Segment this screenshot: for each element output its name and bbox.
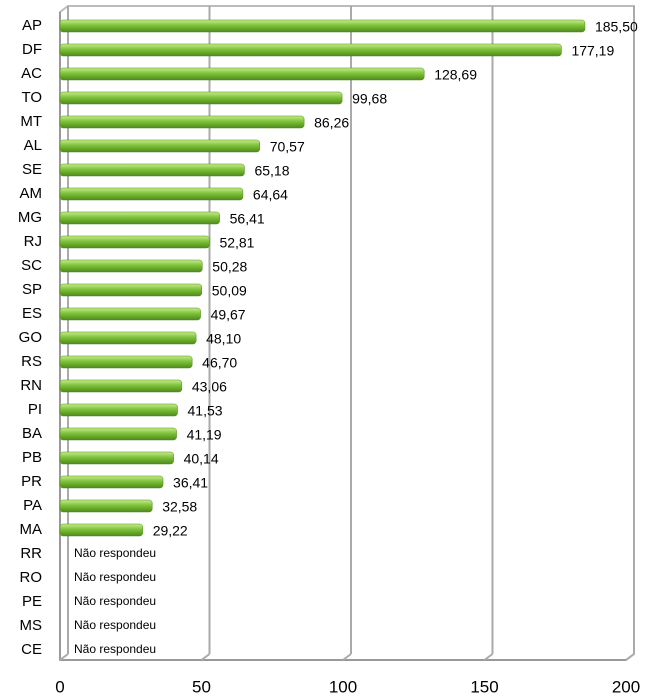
value-label: Não respondeu	[74, 546, 156, 560]
value-label: 50,28	[212, 259, 247, 275]
x-tick-label: 150	[470, 677, 498, 696]
value-label: 177,19	[571, 43, 614, 59]
bar	[59, 499, 153, 513]
bar	[59, 67, 425, 81]
value-label: Não respondeu	[74, 618, 156, 632]
bar	[59, 331, 197, 345]
bar	[59, 451, 174, 465]
y-tick-label: RS	[21, 353, 42, 370]
y-tick-label: TO	[21, 89, 42, 106]
bar	[59, 283, 203, 297]
value-label: 70,57	[270, 139, 305, 155]
value-label: 29,22	[153, 523, 188, 539]
x-tick-label: 200	[612, 677, 640, 696]
x-tick-label: 50	[192, 677, 211, 696]
y-tick-label: AP	[22, 17, 42, 34]
value-label: 64,64	[253, 187, 288, 203]
bar	[59, 91, 343, 105]
value-label: 41,19	[187, 427, 222, 443]
bar	[59, 163, 245, 177]
bar	[59, 307, 201, 321]
bar	[59, 211, 220, 225]
value-label: 46,70	[202, 355, 237, 371]
value-label: Não respondeu	[74, 642, 156, 656]
bar	[59, 403, 178, 417]
value-label: Não respondeu	[74, 594, 156, 608]
grid-line	[483, 653, 494, 661]
bar	[59, 475, 164, 489]
y-tick-label: SE	[22, 161, 42, 178]
value-label: 50,09	[212, 283, 247, 299]
y-tick-label: DF	[22, 41, 42, 58]
grid-line	[342, 653, 352, 661]
y-tick-label: RO	[20, 569, 43, 586]
bar	[59, 43, 562, 57]
bar	[59, 19, 586, 33]
y-tick-label: ES	[22, 305, 42, 322]
value-label: Não respondeu	[74, 570, 156, 584]
value-label: 56,41	[230, 211, 265, 227]
y-tick-label: PB	[22, 449, 42, 466]
bar	[59, 139, 260, 153]
bar	[59, 187, 244, 201]
bar	[59, 235, 210, 249]
value-label: 128,69	[434, 67, 477, 83]
y-tick-label: RR	[20, 545, 42, 562]
y-tick-label: SC	[21, 257, 42, 274]
value-label: 48,10	[206, 331, 241, 347]
y-tick-label: MS	[20, 617, 43, 634]
value-label: 65,18	[254, 163, 289, 179]
y-tick-label: AM	[20, 185, 43, 202]
y-tick-label: PA	[23, 497, 42, 514]
y-tick-label: MA	[20, 521, 43, 538]
y-tick-label: SP	[22, 281, 42, 298]
x-tick-label: 100	[329, 677, 357, 696]
y-tick-label: MG	[18, 209, 42, 226]
y-tick-label: BA	[22, 425, 42, 442]
grid-line	[59, 653, 69, 661]
value-label: 40,14	[184, 451, 219, 467]
y-tick-label: AC	[21, 65, 42, 82]
value-label: 36,41	[173, 475, 208, 491]
value-label: 49,67	[211, 307, 246, 323]
x-tick-label: 0	[55, 677, 64, 696]
bar	[59, 115, 305, 129]
bar	[59, 379, 183, 393]
bar	[59, 355, 193, 369]
y-tick-label: MT	[20, 113, 42, 130]
y-tick-label: AL	[24, 137, 42, 154]
y-tick-label: PE	[22, 593, 42, 610]
y-tick-label: RN	[20, 377, 42, 394]
value-label: 185,50	[595, 19, 638, 35]
bar	[59, 427, 177, 441]
y-tick-label: PR	[21, 473, 42, 490]
bar	[59, 259, 203, 273]
grid-line	[625, 653, 635, 661]
y-tick-label: RJ	[24, 233, 42, 250]
bar	[59, 523, 143, 537]
value-label: 52,81	[219, 235, 254, 251]
value-label: 43,06	[192, 379, 227, 395]
y-tick-label: CE	[21, 641, 42, 658]
y-tick-label: PI	[28, 401, 42, 418]
value-label: 99,68	[352, 91, 387, 107]
value-label: 86,26	[314, 115, 349, 131]
value-label: 41,53	[188, 403, 223, 419]
value-label: 32,58	[162, 499, 197, 515]
y-tick-label: GO	[19, 329, 42, 346]
grid-line	[200, 653, 211, 661]
